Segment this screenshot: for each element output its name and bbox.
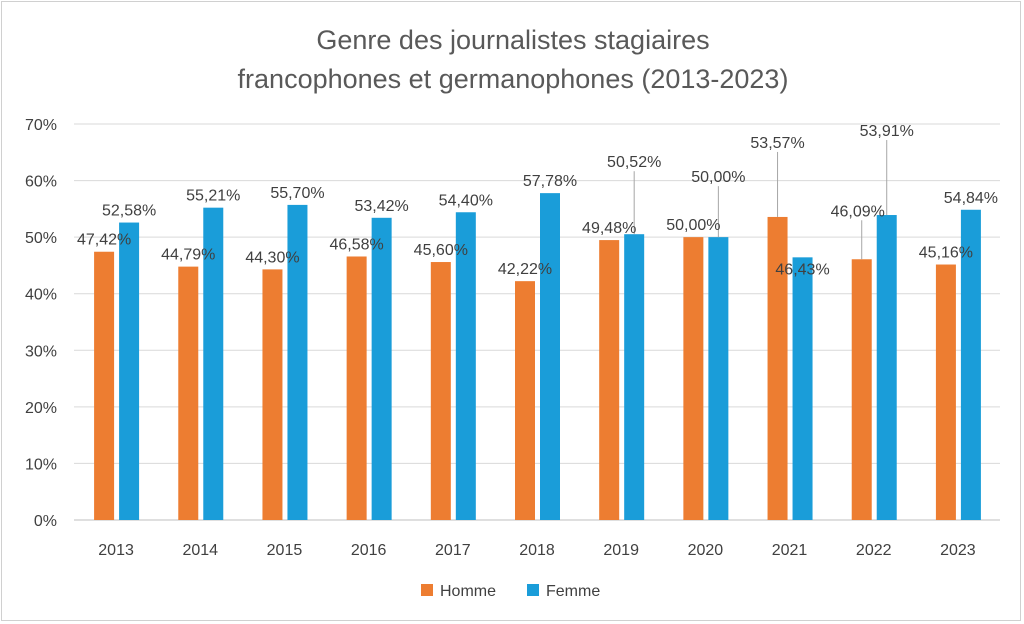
bar-femme <box>287 204 308 520</box>
data-label-homme: 46,58% <box>330 236 384 253</box>
bars <box>94 193 981 521</box>
bar-femme <box>876 215 897 520</box>
bar-femme <box>792 257 813 520</box>
legend-label-femme: Femme <box>546 583 600 600</box>
x-tick-label: 2019 <box>603 542 639 559</box>
y-tick-label: 50% <box>25 230 57 247</box>
x-tick-label: 2022 <box>856 542 892 559</box>
legend: Homme Femme <box>421 583 600 600</box>
y-axis-tick-labels: 0% 10% 20% 30% 40% 50% 60% 70% <box>25 117 57 530</box>
data-label-homme: 47,42% <box>77 232 131 249</box>
bar-homme <box>178 266 199 520</box>
data-label-homme: 42,22% <box>498 261 552 278</box>
bar-homme <box>262 269 283 520</box>
x-tick-label: 2018 <box>519 542 555 559</box>
data-label-femme: 53,42% <box>355 198 409 215</box>
y-tick-label: 0% <box>34 513 57 530</box>
y-tick-label: 60% <box>25 174 57 191</box>
x-axis-tick-labels: 2013 2014 2015 2016 2017 2018 2019 2020 2021 2022… <box>98 542 976 559</box>
bar-femme <box>203 207 224 521</box>
x-tick-label: 2015 <box>267 542 303 559</box>
data-label-femme: 54,84% <box>944 190 998 207</box>
x-tick-label: 2021 <box>772 542 808 559</box>
data-label-femme: 50,00% <box>691 169 745 186</box>
chart-title: Genre des journalistes stagiaires franco… <box>238 25 789 94</box>
data-label-homme: 44,30% <box>245 249 299 266</box>
y-tick-label: 30% <box>25 343 57 360</box>
data-label-homme: 53,57% <box>750 135 804 152</box>
bar-femme <box>540 193 560 520</box>
x-tick-label: 2023 <box>940 542 976 559</box>
data-label-femme: 46,43% <box>775 261 829 278</box>
data-label-femme: 55,70% <box>270 185 324 202</box>
data-label-femme: 54,40% <box>439 192 493 209</box>
y-tick-label: 20% <box>25 400 57 417</box>
bar-femme <box>455 212 476 520</box>
leader-lines <box>633 140 888 260</box>
data-label-femme: 57,78% <box>523 173 577 190</box>
bar-homme <box>683 237 704 520</box>
chart-title-line-1: Genre des journalistes stagiaires <box>316 25 709 55</box>
data-label-femme: 50,52% <box>607 154 661 171</box>
chart-title-line-2: francophones et germanophones (2013-2023… <box>238 64 789 94</box>
bar-homme <box>515 281 535 520</box>
y-tick-label: 40% <box>25 287 57 304</box>
y-tick-label: 10% <box>25 456 57 473</box>
x-tick-label: 2013 <box>98 542 134 559</box>
bar-femme <box>960 209 981 521</box>
bar-femme <box>119 222 140 520</box>
data-label-homme: 50,00% <box>666 217 720 234</box>
bar-femme <box>624 234 645 520</box>
data-label-femme: 55,21% <box>186 188 240 205</box>
x-tick-label: 2014 <box>182 542 218 559</box>
data-label-homme: 45,60% <box>414 242 468 259</box>
x-tick-label: 2020 <box>688 542 724 559</box>
bar-homme <box>851 259 872 520</box>
data-label-femme: 53,91% <box>860 123 914 140</box>
bar-homme <box>346 256 367 520</box>
data-labels: 47,42% 52,58% 44,79% 55,21% 44,30% 55,70% 46,5… <box>77 123 998 278</box>
bar-homme <box>767 216 788 521</box>
data-label-homme: 44,79% <box>161 247 215 264</box>
gridlines <box>74 123 1000 521</box>
x-tick-label: 2016 <box>351 542 387 559</box>
y-tick-label: 70% <box>25 117 57 134</box>
bar-femme <box>371 217 392 521</box>
legend-label-homme: Homme <box>440 583 496 600</box>
legend-swatch-femme <box>527 584 539 596</box>
legend-swatch-homme <box>421 584 433 596</box>
data-label-femme: 52,58% <box>102 203 156 220</box>
bar-homme <box>430 262 451 520</box>
data-label-homme: 46,09% <box>831 203 885 220</box>
data-label-homme: 49,48% <box>582 220 636 237</box>
bar-femme <box>708 237 729 520</box>
data-label-homme: 45,16% <box>919 245 973 262</box>
bar-homme <box>935 264 956 520</box>
bar-homme <box>599 240 620 520</box>
x-tick-label: 2017 <box>435 542 471 559</box>
bar-homme <box>94 251 115 520</box>
